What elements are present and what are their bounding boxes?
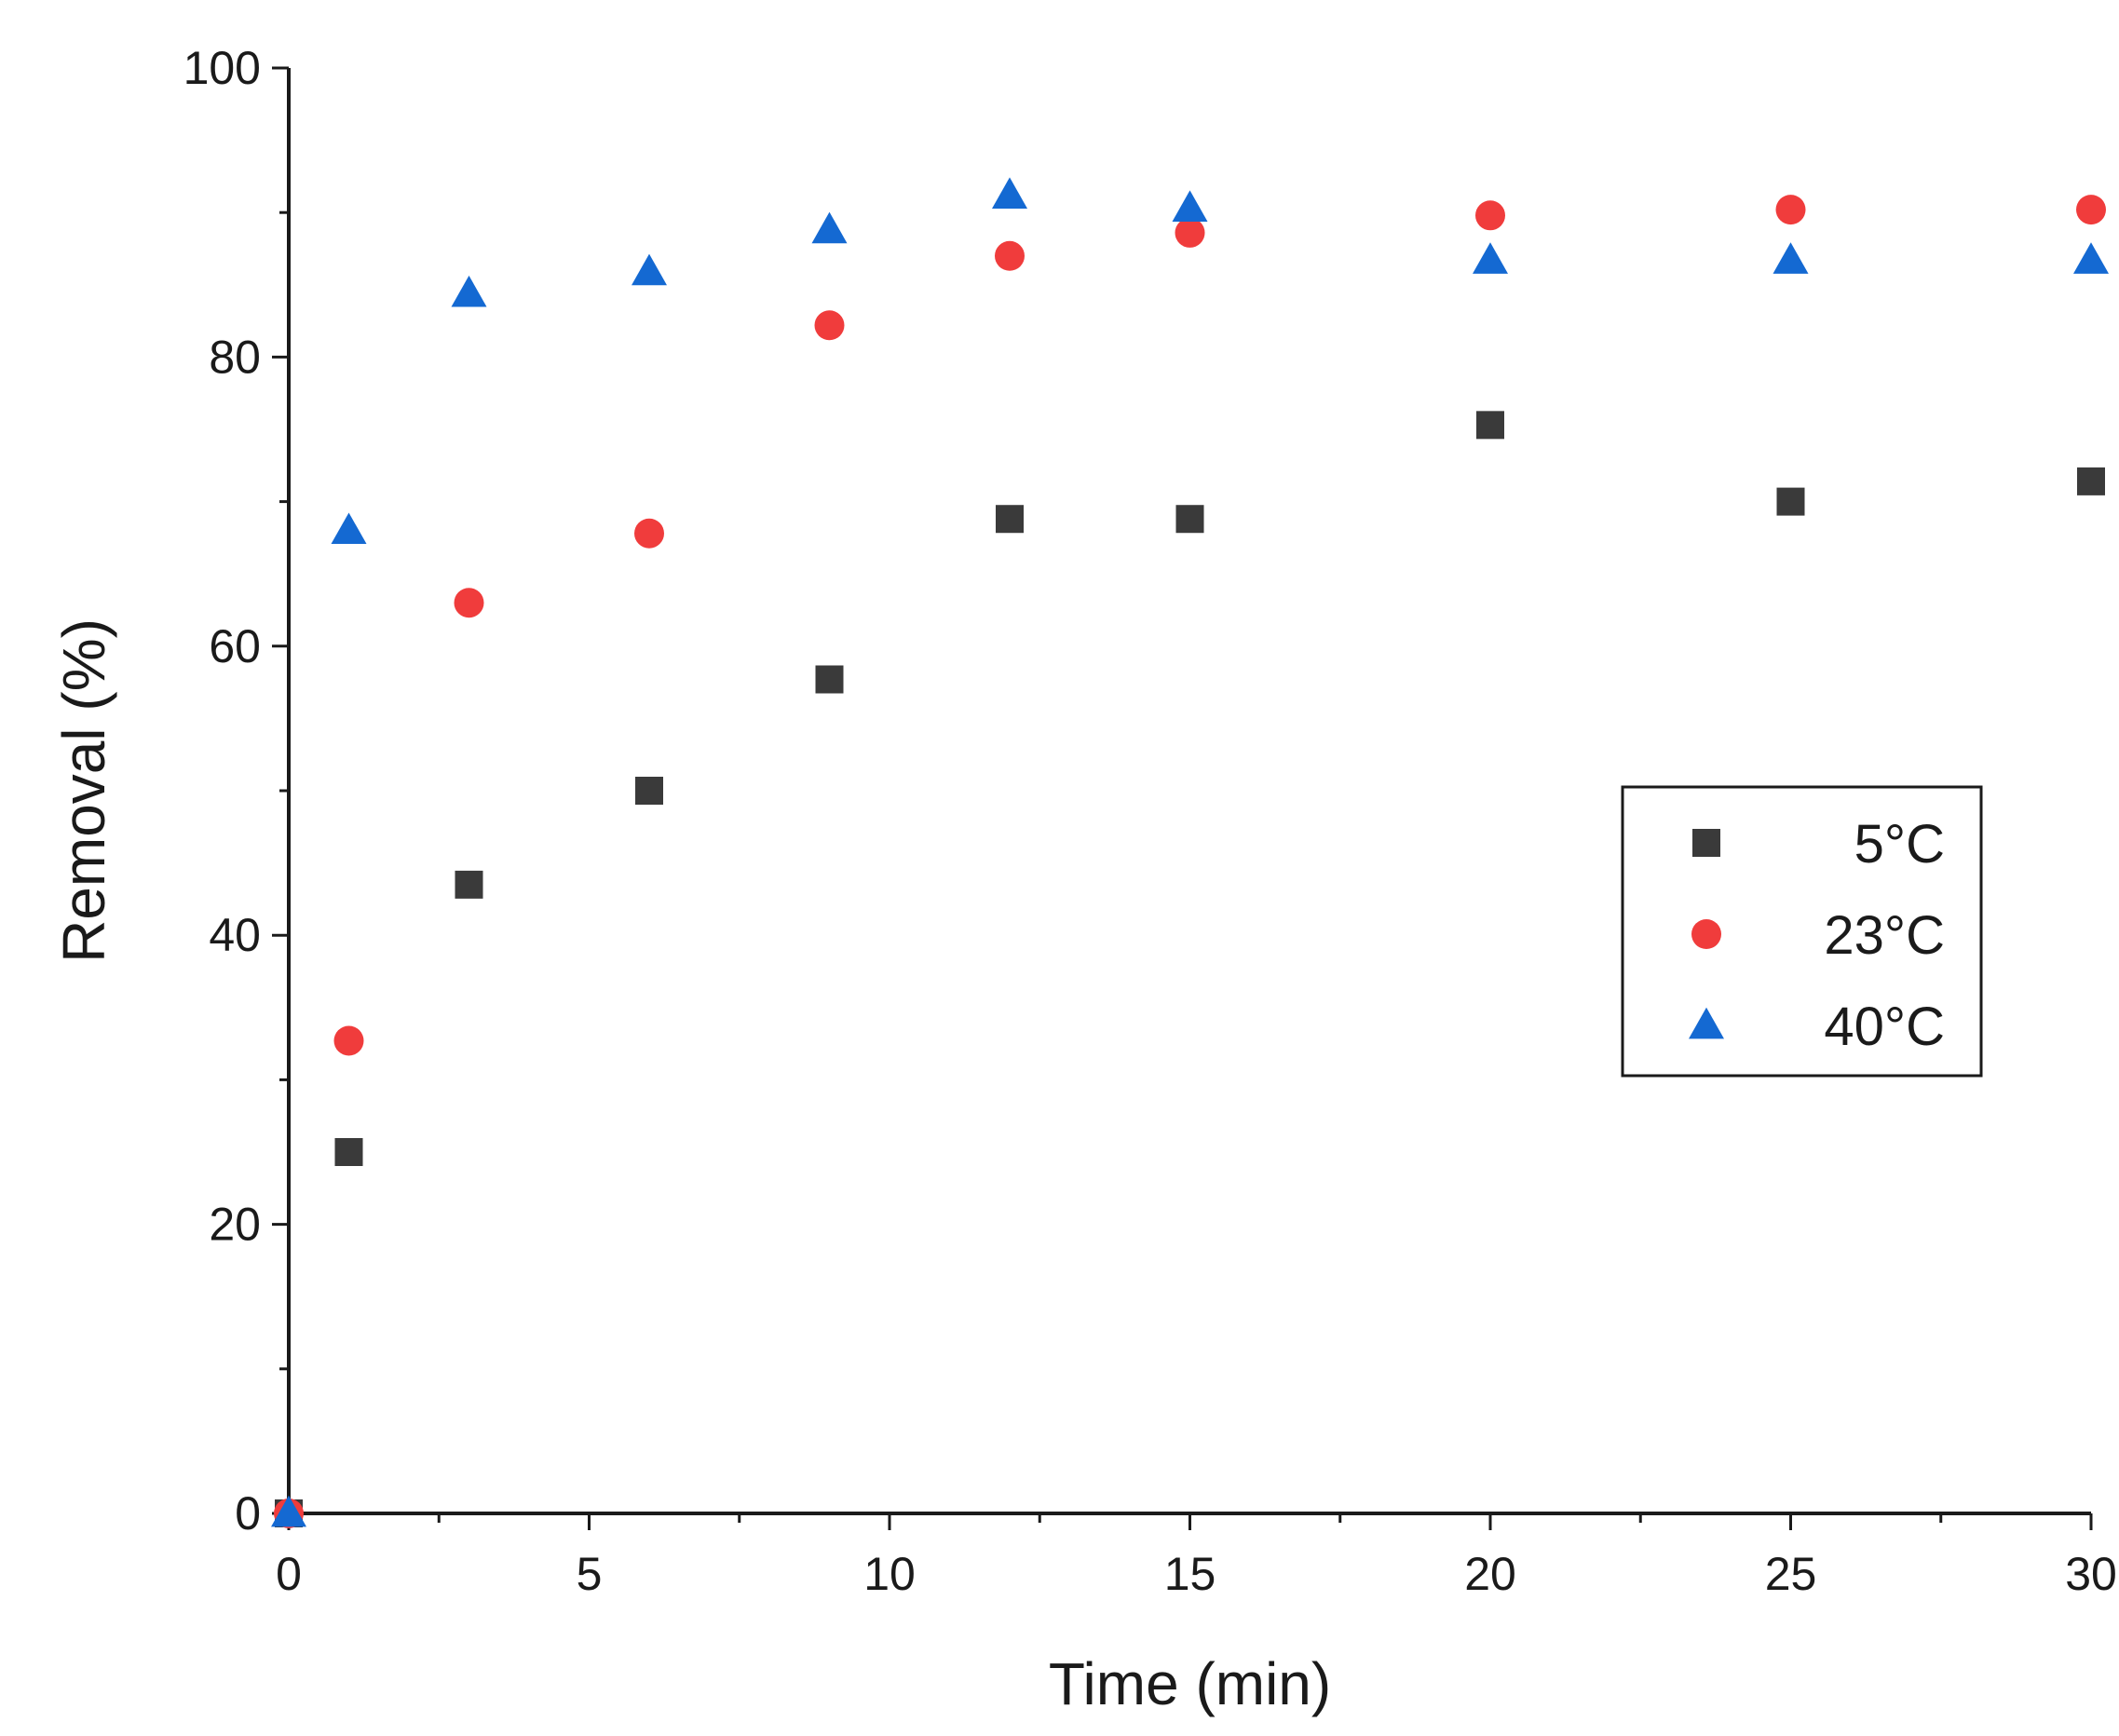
data-point bbox=[1475, 200, 1505, 231]
x-tick-label: 0 bbox=[276, 1548, 302, 1600]
x-tick-label: 25 bbox=[1765, 1548, 1817, 1600]
series-1 bbox=[274, 195, 2106, 1528]
data-point bbox=[1775, 195, 1806, 225]
data-point bbox=[996, 505, 1024, 534]
x-tick-label: 10 bbox=[863, 1548, 916, 1600]
legend-items: 5°C 23°C 40°C bbox=[1689, 814, 1945, 1057]
y-tick-label: 20 bbox=[209, 1199, 261, 1251]
data-point bbox=[1175, 505, 1204, 534]
data-point bbox=[2073, 242, 2109, 274]
data-point bbox=[1175, 217, 1205, 248]
data-point bbox=[995, 240, 1025, 271]
data-point bbox=[2077, 467, 2105, 495]
x-tick-label: 5 bbox=[577, 1548, 603, 1600]
legend-label: 23°C bbox=[1824, 905, 1945, 966]
y-tick-label: 80 bbox=[209, 331, 261, 383]
data-point bbox=[635, 777, 663, 805]
legend-label: 40°C bbox=[1824, 997, 1945, 1057]
x-tick-label: 30 bbox=[2065, 1548, 2117, 1600]
data-point bbox=[811, 211, 848, 244]
legend-marker bbox=[1689, 1007, 1724, 1039]
data-point bbox=[1776, 487, 1805, 516]
data-point bbox=[333, 1025, 364, 1056]
y-tick-label: 40 bbox=[209, 909, 261, 961]
data-point bbox=[814, 310, 845, 341]
series-2 bbox=[271, 177, 2109, 1527]
data-point bbox=[455, 870, 483, 899]
data-point bbox=[992, 177, 1027, 209]
x-tick-label: 20 bbox=[1464, 1548, 1516, 1600]
series-0 bbox=[275, 411, 2105, 1527]
y-axis-title: Removal (%) bbox=[50, 618, 117, 963]
data-point bbox=[334, 1138, 363, 1166]
x-tick-label: 15 bbox=[1164, 1548, 1216, 1600]
legend-marker bbox=[1692, 829, 1720, 857]
data-point bbox=[454, 588, 484, 618]
tick-labels: 0 20 40 60 80 100 0 5 10 15 20 25 30 bbox=[183, 42, 2117, 1600]
legend-label: 5°C bbox=[1854, 814, 1945, 875]
data-point bbox=[331, 512, 367, 545]
data-point bbox=[451, 275, 487, 307]
x-axis-title: Time (min) bbox=[1049, 1650, 1331, 1717]
data-points bbox=[271, 177, 2109, 1528]
data-point bbox=[1172, 190, 1208, 222]
y-tick-label: 100 bbox=[183, 42, 261, 94]
y-tick-label: 0 bbox=[235, 1487, 261, 1539]
data-point bbox=[632, 253, 667, 286]
legend-marker bbox=[1691, 919, 1721, 949]
y-tick-label: 60 bbox=[209, 620, 261, 672]
data-point bbox=[634, 518, 664, 549]
legend-box bbox=[1621, 785, 1983, 1078]
data-point bbox=[1473, 242, 1508, 274]
data-point bbox=[1773, 242, 1809, 274]
data-point bbox=[2076, 195, 2106, 225]
data-point bbox=[1476, 411, 1504, 440]
data-point bbox=[271, 1495, 306, 1527]
data-point bbox=[815, 665, 844, 694]
legend: 5°C 23°C 40°C bbox=[1621, 785, 1983, 1078]
